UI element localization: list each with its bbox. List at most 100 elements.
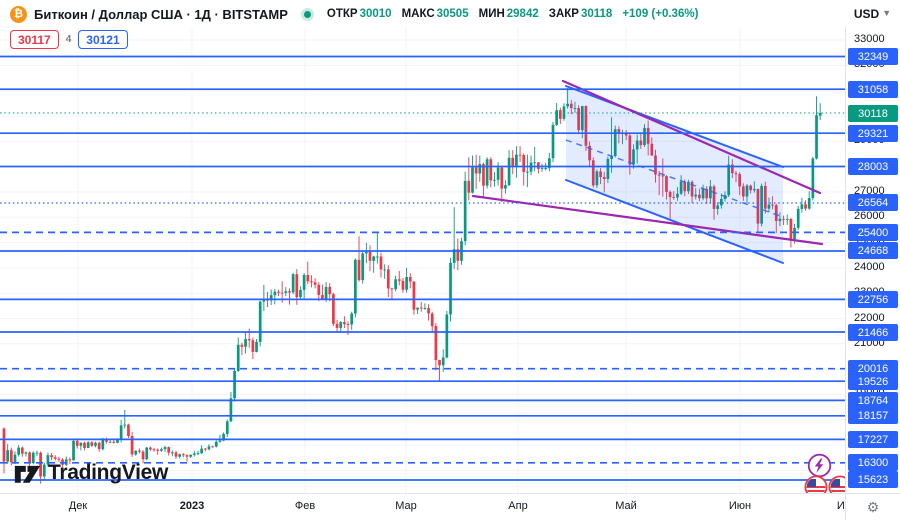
chevron-down-icon: ▼ (882, 7, 892, 18)
price-level-badge: 28003 (848, 158, 898, 175)
level-lines[interactable] (0, 55, 845, 481)
candle (203, 448, 207, 450)
tradingview-logo-text: TradingView (48, 461, 169, 484)
candle (493, 179, 496, 181)
price-level-badge: 25400 (848, 224, 898, 241)
price-tick-label: 22000 (854, 312, 885, 324)
candle (818, 113, 822, 116)
candle (163, 447, 167, 450)
candle (152, 449, 156, 451)
candle (661, 175, 665, 177)
candlestick-chart[interactable] (0, 28, 849, 493)
price-level-badge: 16300 (848, 454, 898, 471)
low-value: 29842 (506, 8, 539, 20)
buy-button[interactable]: 30121 (78, 30, 128, 49)
candle (361, 253, 365, 281)
candle (119, 425, 123, 440)
gear-icon[interactable]: ⚙ (866, 499, 880, 515)
candle (533, 162, 537, 164)
candle (774, 205, 778, 221)
candle (778, 218, 782, 222)
candle (690, 181, 694, 197)
candle (57, 458, 61, 460)
time-axis-label: Дек (68, 500, 88, 512)
price-level-badge: 26564 (848, 194, 898, 211)
chart-toolbar: ₿ Биткоин / Доллар США · 1Д · BITSTAMP О… (0, 0, 845, 28)
price-level-badge: 22756 (848, 291, 898, 308)
high-value: 30505 (436, 8, 469, 20)
candle (324, 286, 328, 300)
candle (280, 292, 284, 294)
candle (189, 454, 193, 457)
price-level-badge: 29321 (848, 125, 898, 142)
candle (339, 322, 343, 328)
price-level-badge: 21466 (848, 324, 898, 341)
price-tick-label: 26000 (854, 210, 885, 222)
candle (83, 442, 86, 448)
candle (584, 106, 588, 146)
candle (771, 204, 774, 206)
candle (632, 149, 635, 165)
candle (537, 162, 540, 169)
candle (595, 171, 599, 186)
candle (665, 176, 668, 192)
current-price-badge: 30118 (848, 105, 898, 122)
candle (255, 341, 258, 352)
candle (123, 424, 127, 426)
symbol-title[interactable]: Биткоин / Доллар США · 1Д · BITSTAMP (34, 6, 288, 22)
candle (101, 439, 105, 450)
bitcoin-icon: ₿ (10, 5, 27, 23)
candle (657, 174, 661, 176)
candle (321, 295, 324, 300)
candle (112, 441, 116, 443)
candle (427, 308, 430, 314)
candle (233, 370, 236, 399)
currency-selector[interactable]: USD ▼ (845, 0, 900, 27)
candle (200, 448, 203, 454)
candle (683, 181, 687, 192)
candle (39, 452, 42, 477)
market-status-dot[interactable] (303, 10, 311, 18)
candle (566, 103, 569, 107)
candle (357, 259, 361, 281)
candle (438, 360, 441, 366)
candle (149, 447, 152, 450)
candle (185, 455, 189, 457)
candle (313, 282, 317, 285)
candle (419, 307, 423, 309)
time-axis-label: Мар (395, 500, 417, 512)
candle (13, 454, 17, 462)
time-axis[interactable]: Дек2023ФевМарАпрМайИюнИюл (0, 493, 900, 520)
candle (379, 256, 383, 270)
price-level-badge: 32349 (848, 48, 898, 65)
candle (423, 308, 427, 309)
candle (504, 185, 507, 189)
time-axis-label: Июн (728, 500, 752, 512)
time-axis-label: 2023 (179, 500, 205, 512)
price-axis[interactable]: 3300032000310003000029000280002700026000… (845, 27, 900, 493)
candle (295, 274, 299, 298)
candle (225, 421, 229, 434)
price-level-badge: 18157 (848, 407, 898, 424)
trend-lines[interactable] (471, 79, 824, 246)
candle (412, 281, 416, 310)
candle (251, 340, 255, 352)
candle (354, 259, 357, 314)
candle (332, 294, 335, 324)
close-value: 30118 (580, 8, 613, 20)
candle (720, 199, 723, 206)
candle (430, 313, 434, 327)
candle (24, 452, 28, 454)
lightning-icon[interactable] (807, 453, 832, 483)
candle (372, 256, 376, 261)
price-level-badge: 17227 (848, 431, 898, 448)
price-channel[interactable] (565, 85, 784, 264)
candle (273, 291, 277, 296)
candle (383, 269, 386, 271)
sell-button[interactable]: 30117 (10, 30, 59, 49)
candle (760, 185, 763, 224)
candle (108, 441, 112, 443)
tradingview-logo[interactable]: TradingView (14, 461, 168, 485)
candle (405, 277, 408, 290)
candle (800, 204, 804, 209)
